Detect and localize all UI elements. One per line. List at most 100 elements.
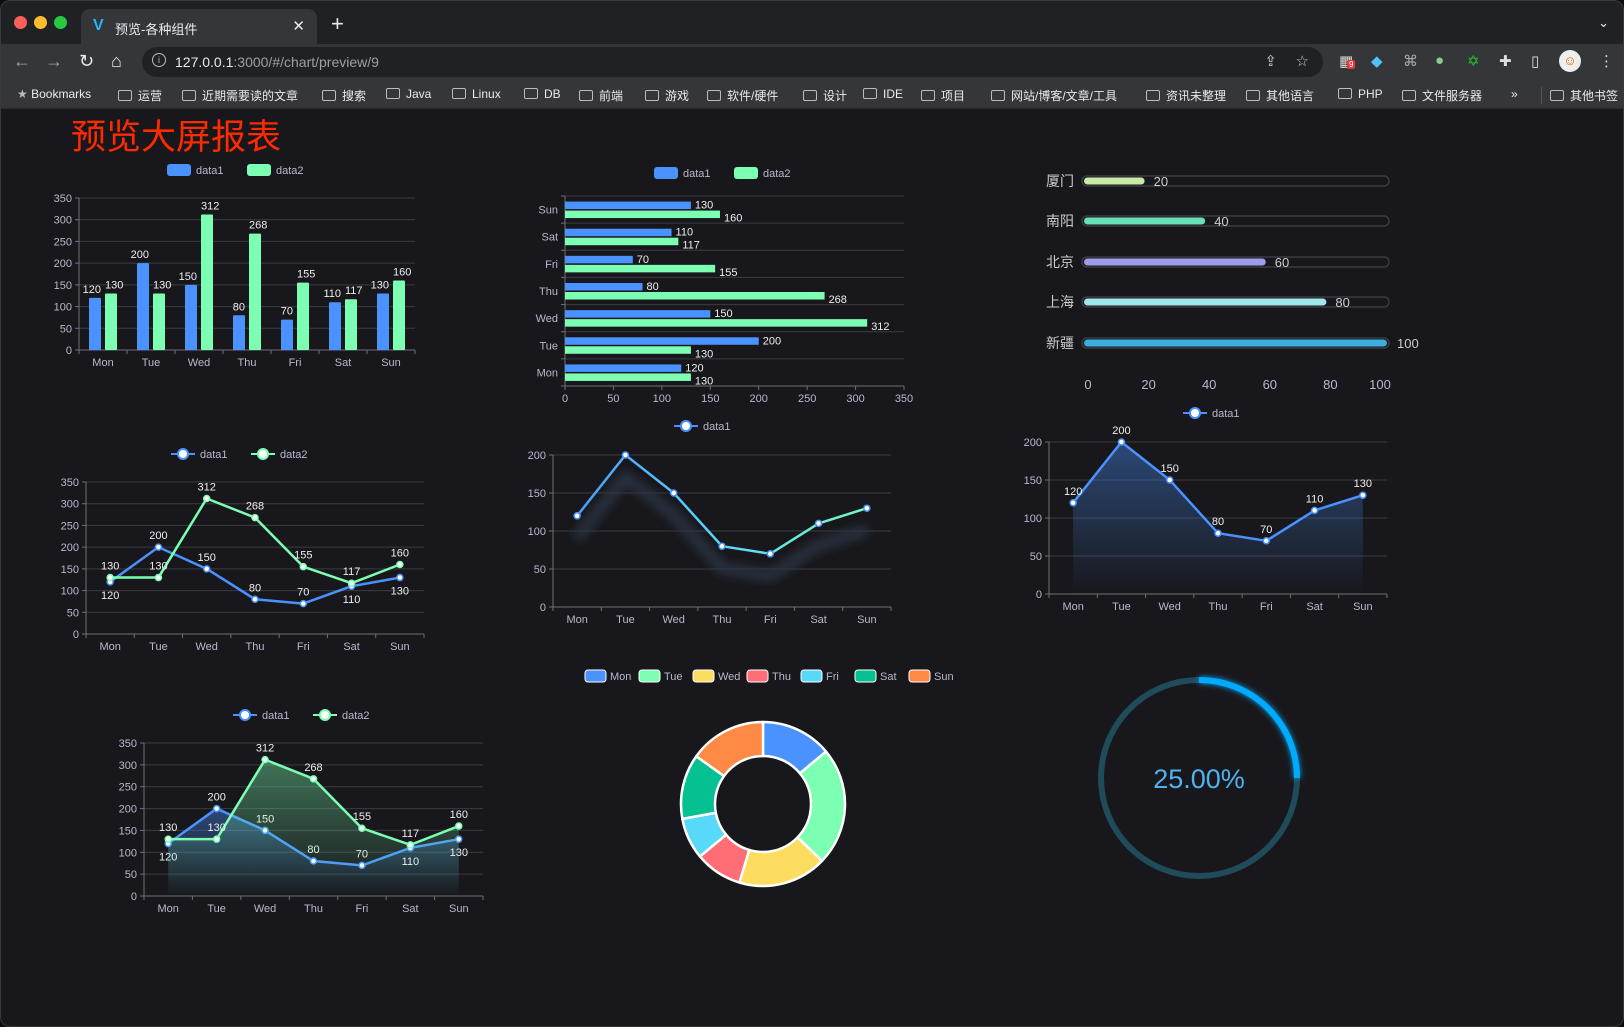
bookmark-item[interactable]: 游戏 — [645, 87, 689, 104]
data-point[interactable] — [396, 560, 404, 569]
data-point[interactable] — [1262, 537, 1271, 545]
share-icon[interactable]: ⇪ — [1264, 53, 1277, 70]
data-point[interactable] — [621, 451, 630, 459]
data-point[interactable] — [455, 822, 463, 830]
data-point[interactable] — [406, 841, 415, 849]
bar-data2[interactable] — [565, 292, 825, 300]
bar-data2[interactable] — [153, 293, 165, 350]
bar-data1[interactable] — [565, 310, 711, 318]
bar-data1[interactable] — [89, 297, 101, 350]
menu-kebab-icon[interactable]: ⋮ — [1599, 53, 1614, 70]
data-point[interactable] — [766, 550, 775, 558]
data-point[interactable] — [669, 489, 678, 497]
bar-data2[interactable] — [565, 346, 691, 354]
command-extension-icon[interactable]: ⌘ — [1403, 53, 1418, 70]
profile-avatar[interactable]: ☺ — [1559, 50, 1581, 72]
bookmarks-overflow-button[interactable]: » — [1511, 87, 1518, 101]
data-point[interactable] — [863, 504, 871, 512]
data-point[interactable] — [212, 804, 221, 813]
bar-data1[interactable] — [565, 255, 633, 264]
home-icon[interactable]: ⌂ — [111, 51, 122, 71]
bar-data1[interactable] — [185, 284, 197, 350]
data-point[interactable] — [1310, 506, 1319, 515]
data-point[interactable] — [396, 573, 404, 582]
legend-item-data1[interactable]: data1 — [167, 164, 224, 177]
data-point[interactable] — [347, 579, 356, 587]
bar-data2[interactable] — [201, 214, 213, 350]
data-point[interactable] — [1165, 476, 1174, 484]
circle-extension-icon[interactable]: ● — [1435, 52, 1445, 69]
bookmark-item[interactable]: Linux — [452, 87, 501, 101]
bookmark-item[interactable]: 文件服务器 — [1402, 87, 1482, 104]
bar-data1[interactable] — [565, 228, 672, 237]
site-info-icon[interactable]: i — [152, 53, 166, 67]
bookmark-item[interactable]: 搜索 — [322, 87, 366, 104]
legend-item-data1[interactable]: data1 — [654, 167, 711, 180]
legend-item-data1[interactable]: data1 — [171, 448, 228, 461]
legend-item-data2[interactable]: data2 — [251, 448, 308, 461]
legend-item-data1[interactable]: data1 — [233, 709, 290, 722]
data-point[interactable] — [261, 755, 269, 764]
browser-tab-active[interactable]: V 预览-各种组件 ✕ — [81, 9, 317, 44]
data-point[interactable] — [718, 542, 726, 550]
new-tab-button[interactable]: + — [331, 11, 344, 36]
bookmark-item[interactable]: Java — [386, 87, 431, 101]
extensions-puzzle-icon[interactable]: ✚ — [1499, 53, 1512, 70]
bar-data2[interactable] — [249, 233, 261, 350]
legend-item-data2[interactable]: data2 — [313, 709, 370, 722]
forward-icon[interactable]: → — [45, 51, 63, 71]
legend-item-data2[interactable]: data2 — [734, 167, 791, 180]
data-point[interactable] — [299, 562, 308, 571]
bar-data1[interactable] — [281, 319, 293, 350]
data-point[interactable] — [299, 599, 308, 608]
bookmark-item[interactable]: 前端 — [579, 87, 623, 104]
legend-item-data1[interactable]: data1 — [1183, 407, 1240, 420]
bookmark-item[interactable]: 软件/硬件 — [707, 87, 778, 104]
back-icon[interactable]: ← — [13, 51, 31, 71]
bookmark-item[interactable]: 资讯未整理 — [1146, 87, 1226, 104]
side-panel-icon[interactable]: ▯ — [1531, 53, 1540, 70]
bookmark-item[interactable]: 其他语言 — [1246, 87, 1314, 104]
legend-item-Tue[interactable]: Tue — [638, 669, 683, 683]
bar-data1[interactable] — [565, 201, 691, 210]
legend-item-Wed[interactable]: Wed — [692, 669, 740, 683]
bar-data1[interactable] — [565, 364, 682, 372]
legend-item-Mon[interactable]: Mon — [584, 669, 631, 683]
other-bookmarks[interactable]: 其他书签 — [1541, 87, 1618, 104]
bar-data2[interactable] — [565, 210, 720, 219]
star-extension-icon[interactable]: ✡ — [1467, 53, 1480, 70]
bar-data2[interactable] — [565, 319, 868, 327]
minimize-window-button[interactable] — [34, 16, 47, 29]
bookmark-item[interactable]: 网站/博客/文章/工具 — [991, 87, 1117, 104]
data-point[interactable] — [106, 573, 114, 582]
data-point[interactable] — [358, 824, 366, 832]
bookmark-item[interactable]: 项目 — [921, 87, 965, 104]
data-point[interactable] — [814, 519, 823, 528]
bar-data1[interactable] — [233, 315, 245, 350]
bar-data1[interactable] — [137, 263, 149, 350]
bar-data2[interactable] — [297, 282, 309, 350]
data-point[interactable] — [573, 512, 581, 520]
data-point[interactable] — [251, 595, 259, 604]
bookmark-item[interactable]: PHP — [1338, 87, 1383, 101]
legend-item-data1[interactable]: data1 — [674, 420, 731, 433]
data-point[interactable] — [164, 835, 172, 843]
data-point[interactable] — [212, 835, 221, 843]
bar-data1[interactable] — [377, 293, 389, 350]
bar-data1[interactable] — [329, 302, 341, 350]
bookmark-item[interactable]: 近期需要读的文章 — [182, 87, 298, 104]
data-point[interactable] — [1214, 529, 1222, 537]
data-point[interactable] — [154, 573, 163, 582]
pie-slice-Sun[interactable] — [695, 720, 765, 778]
data-point[interactable] — [202, 565, 211, 573]
data-point[interactable] — [1117, 438, 1126, 446]
legend-item-Sat[interactable]: Sat — [854, 669, 897, 683]
bar-data2[interactable] — [565, 264, 716, 273]
bar-data2[interactable] — [105, 293, 117, 350]
bar-data2[interactable] — [345, 299, 357, 350]
close-window-button[interactable] — [14, 16, 27, 29]
url-text[interactable]: 127.0.0.1:3000/#/chart/preview/9 — [175, 54, 379, 70]
bar-data1[interactable] — [565, 283, 643, 291]
address-bar[interactable]: i 127.0.0.1:3000/#/chart/preview/9 ⇪ ☆ — [142, 47, 1323, 77]
bar-data2[interactable] — [393, 280, 405, 350]
